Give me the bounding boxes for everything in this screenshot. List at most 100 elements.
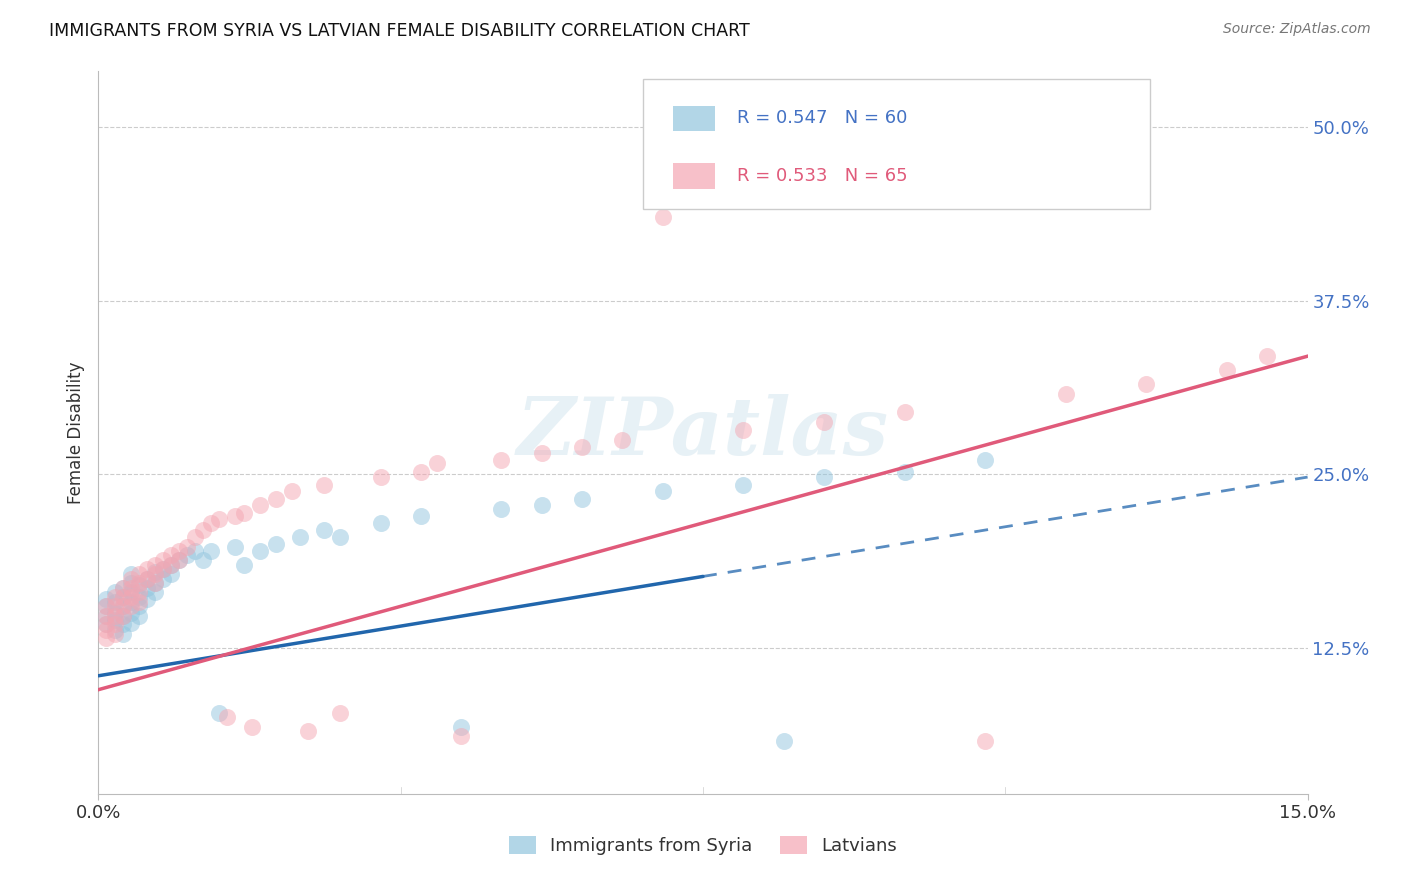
Point	[143, 585, 166, 599]
FancyBboxPatch shape	[673, 105, 716, 131]
Point	[651, 211, 673, 225]
Point	[111, 609, 134, 624]
Point	[167, 553, 190, 567]
Point	[249, 543, 271, 558]
Point	[103, 609, 125, 624]
Point	[893, 405, 915, 419]
Point	[96, 632, 118, 646]
Point	[111, 590, 134, 604]
Point	[612, 433, 634, 447]
Point	[103, 599, 125, 614]
Point	[103, 585, 125, 599]
Point	[224, 508, 246, 523]
Point	[128, 595, 150, 609]
Point	[96, 599, 118, 614]
Point	[314, 478, 336, 492]
Point	[409, 465, 432, 479]
Point	[184, 530, 207, 544]
Point	[103, 607, 125, 621]
Point	[1054, 386, 1077, 401]
Point	[111, 581, 134, 595]
Point	[143, 575, 166, 590]
Point	[120, 581, 142, 595]
Point	[974, 453, 997, 467]
Point	[264, 492, 287, 507]
Point	[297, 724, 319, 739]
Point	[893, 465, 915, 479]
Point	[120, 575, 142, 590]
Point	[491, 453, 513, 467]
Point	[111, 609, 134, 624]
Point	[249, 498, 271, 512]
Point	[733, 478, 755, 492]
Point	[450, 729, 472, 743]
Point	[111, 617, 134, 632]
Point	[491, 502, 513, 516]
Point	[128, 567, 150, 582]
Point	[135, 572, 157, 586]
Point	[152, 553, 174, 567]
Point	[111, 627, 134, 641]
Point	[208, 706, 231, 721]
Point	[329, 530, 352, 544]
Point	[152, 562, 174, 576]
Point	[120, 607, 142, 621]
Point	[96, 609, 118, 624]
Point	[96, 592, 118, 607]
Point	[288, 530, 311, 544]
Point	[530, 498, 553, 512]
Text: Source: ZipAtlas.com: Source: ZipAtlas.com	[1223, 22, 1371, 37]
Point	[152, 562, 174, 576]
Point	[772, 734, 794, 748]
Point	[96, 599, 118, 614]
Legend: Immigrants from Syria, Latvians: Immigrants from Syria, Latvians	[501, 827, 905, 864]
Point	[111, 599, 134, 614]
Point	[160, 558, 183, 572]
Point	[128, 578, 150, 592]
Point	[135, 581, 157, 595]
Point	[135, 592, 157, 607]
Point	[974, 734, 997, 748]
Point	[370, 516, 392, 530]
Y-axis label: Female Disability: Female Disability	[66, 361, 84, 504]
Point	[200, 543, 222, 558]
Point	[264, 537, 287, 551]
Point	[208, 512, 231, 526]
Point	[530, 446, 553, 460]
Point	[103, 623, 125, 637]
Point	[96, 617, 118, 632]
FancyBboxPatch shape	[673, 163, 716, 188]
Point	[224, 540, 246, 554]
Point	[450, 720, 472, 734]
Point	[571, 440, 593, 454]
Point	[143, 565, 166, 579]
Text: IMMIGRANTS FROM SYRIA VS LATVIAN FEMALE DISABILITY CORRELATION CHART: IMMIGRANTS FROM SYRIA VS LATVIAN FEMALE …	[49, 22, 749, 40]
Point	[160, 548, 183, 562]
Point	[120, 590, 142, 604]
Point	[128, 590, 150, 604]
Point	[103, 590, 125, 604]
Point	[193, 553, 215, 567]
Point	[240, 720, 263, 734]
Point	[184, 543, 207, 558]
Point	[120, 585, 142, 599]
FancyBboxPatch shape	[643, 78, 1150, 209]
Text: ZIPatlas: ZIPatlas	[517, 394, 889, 471]
Point	[128, 609, 150, 624]
Point	[103, 627, 125, 641]
Point	[160, 558, 183, 572]
Point	[314, 523, 336, 537]
Point	[232, 558, 254, 572]
Point	[409, 508, 432, 523]
Point	[733, 423, 755, 437]
Point	[571, 492, 593, 507]
Point	[232, 506, 254, 520]
Point	[651, 483, 673, 498]
Point	[813, 415, 835, 429]
Point	[120, 595, 142, 609]
Point	[120, 599, 142, 614]
Point	[120, 572, 142, 586]
Point	[176, 548, 198, 562]
Point	[152, 572, 174, 586]
Point	[96, 609, 118, 624]
